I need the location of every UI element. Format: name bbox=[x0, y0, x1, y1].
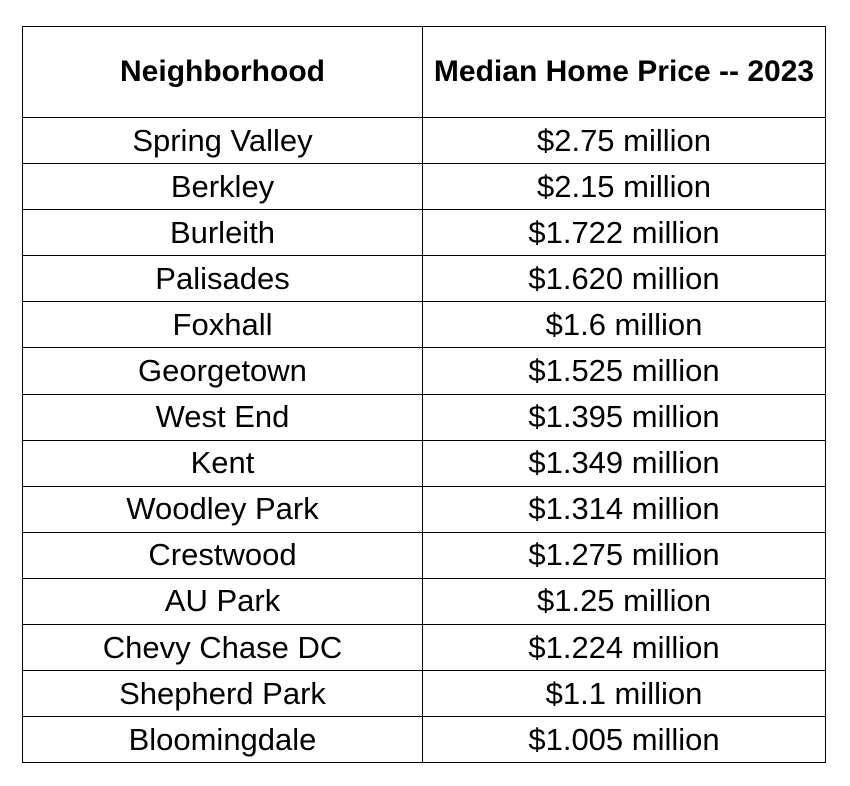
table-row: Woodley Park $1.314 million bbox=[22, 485, 826, 533]
table-row: Foxhall $1.6 million bbox=[22, 301, 826, 349]
neighborhood-cell: Burleith bbox=[22, 209, 423, 257]
neighborhood-cell: Berkley bbox=[22, 163, 423, 211]
table-header-row: Neighborhood Median Home Price -- 2023 bbox=[22, 26, 826, 118]
table-row: Palisades $1.620 million bbox=[22, 255, 826, 303]
neighborhood-cell: AU Park bbox=[22, 577, 423, 626]
table-row: Chevy Chase DC $1.224 million bbox=[22, 624, 826, 672]
median-price-cell: $1.25 million bbox=[422, 577, 826, 626]
median-price-cell: $1.395 million bbox=[422, 393, 826, 441]
median-price-cell: $2.15 million bbox=[422, 163, 826, 211]
header-neighborhood: Neighborhood bbox=[22, 26, 423, 118]
median-price-cell: $1.005 million bbox=[422, 716, 826, 764]
table-row: Kent $1.349 million bbox=[22, 439, 826, 487]
neighborhood-cell: Shepherd Park bbox=[22, 670, 423, 718]
median-price-cell: $1.620 million bbox=[422, 255, 826, 303]
median-price-cell: $1.1 million bbox=[422, 670, 826, 718]
neighborhood-cell: Woodley Park bbox=[22, 485, 423, 533]
table-row: Georgetown $1.525 million bbox=[22, 347, 826, 395]
median-price-cell: $1.275 million bbox=[422, 531, 826, 579]
table-row: AU Park $1.25 million bbox=[22, 577, 826, 626]
table-row: Bloomingdale $1.005 million bbox=[22, 716, 826, 764]
neighborhood-cell: Spring Valley bbox=[22, 116, 423, 165]
header-median-home-price: Median Home Price -- 2023 bbox=[422, 26, 826, 118]
table-row: Burleith $1.722 million bbox=[22, 209, 826, 257]
table-row: Spring Valley $2.75 million bbox=[22, 116, 826, 165]
median-price-cell: $2.75 million bbox=[422, 116, 826, 165]
table-row: West End $1.395 million bbox=[22, 393, 826, 441]
home-price-table: Neighborhood Median Home Price -- 2023 S… bbox=[22, 26, 826, 764]
neighborhood-cell: Bloomingdale bbox=[22, 716, 423, 764]
median-price-cell: $1.314 million bbox=[422, 485, 826, 533]
median-price-cell: $1.349 million bbox=[422, 439, 826, 487]
median-price-cell: $1.6 million bbox=[422, 301, 826, 349]
table-row: Shepherd Park $1.1 million bbox=[22, 670, 826, 718]
neighborhood-cell: Georgetown bbox=[22, 347, 423, 395]
neighborhood-cell: West End bbox=[22, 393, 423, 441]
median-price-cell: $1.525 million bbox=[422, 347, 826, 395]
neighborhood-cell: Chevy Chase DC bbox=[22, 624, 423, 672]
neighborhood-cell: Crestwood bbox=[22, 531, 423, 579]
table-body: Spring Valley $2.75 million Berkley $2.15 m… bbox=[22, 116, 826, 764]
neighborhood-cell: Foxhall bbox=[22, 301, 423, 349]
median-price-cell: $1.722 million bbox=[422, 209, 826, 257]
table-row: Crestwood $1.275 million bbox=[22, 531, 826, 579]
neighborhood-cell: Kent bbox=[22, 439, 423, 487]
table-row: Berkley $2.15 million bbox=[22, 163, 826, 211]
neighborhood-cell: Palisades bbox=[22, 255, 423, 303]
median-price-cell: $1.224 million bbox=[422, 624, 826, 672]
